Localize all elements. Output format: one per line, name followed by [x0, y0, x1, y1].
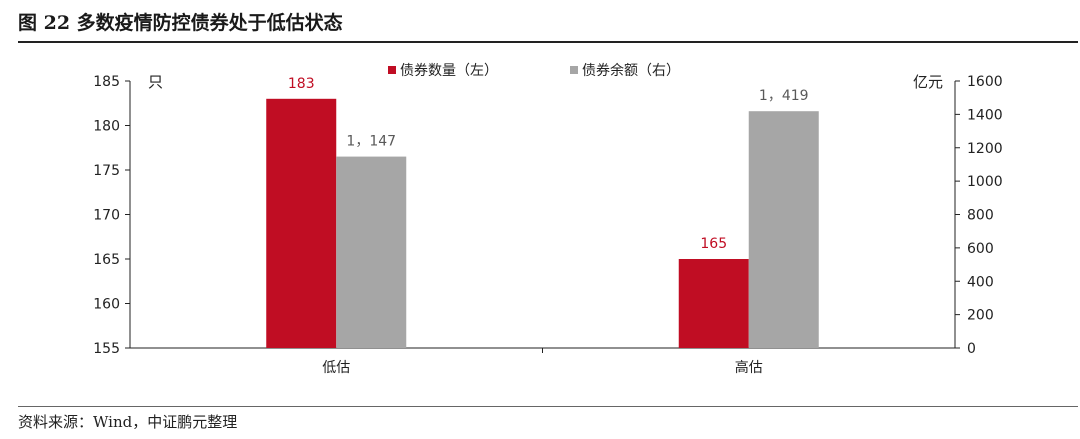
- chart-axes: 155 160 165 170 175 180 185 0 200 400 600 800 1000 12…: [93, 73, 1002, 376]
- y-right-tick-label: 1600: [967, 74, 1003, 90]
- data-label: 183: [288, 76, 315, 92]
- x-tick-label: 高估: [735, 359, 763, 376]
- legend-swatch: [570, 66, 578, 74]
- y-right-tick-label: 1400: [967, 107, 1003, 123]
- y-right-tick-label: 200: [967, 308, 994, 324]
- y-left-tick-label: 165: [93, 252, 120, 268]
- y-right-tick-label: 600: [967, 241, 994, 257]
- y-left-unit: 只: [148, 73, 163, 91]
- y-left-tick-label: 175: [93, 163, 120, 179]
- bar-count: [266, 98, 337, 348]
- chart-bars: [266, 98, 819, 348]
- y-right-tick-label: 0: [967, 341, 976, 357]
- y-left-tick-label: 155: [93, 341, 120, 357]
- bar-balance: [336, 156, 407, 348]
- source-note: 资料来源：Wind，中证鹏元整理: [18, 413, 238, 431]
- chart-data-labels: 183 165 1，147 1，419: [288, 76, 809, 252]
- chart-legend: 债券数量（左） 债券余额（右）: [388, 62, 680, 79]
- title-rule: [18, 41, 1078, 43]
- legend-swatch: [388, 66, 396, 74]
- data-label: 1，147: [346, 134, 396, 150]
- legend-label: 债券数量（左）: [400, 63, 498, 79]
- y-left-tick-label: 160: [93, 297, 120, 313]
- y-right-tick-label: 400: [967, 274, 994, 290]
- y-right-unit: 亿元: [913, 73, 943, 91]
- y-left-tick-label: 180: [93, 119, 120, 135]
- y-left-tick-label: 170: [93, 208, 120, 224]
- data-label: 1，419: [759, 88, 809, 104]
- source-rule: [18, 406, 1078, 407]
- y-right-tick-label: 1000: [967, 174, 1003, 190]
- y-left-tick-label: 185: [93, 74, 120, 90]
- legend-label: 债券余额（右）: [582, 62, 680, 79]
- figure-title: 图 22 多数疫情防控债券处于低估状态: [18, 12, 343, 34]
- bar-chart: 155 160 165 170 175 180 185 0 200 400 600 800 1000 12…: [93, 62, 1002, 376]
- bar-balance: [748, 111, 819, 348]
- y-right-tick-label: 800: [967, 208, 994, 224]
- y-right-tick-label: 1200: [967, 141, 1003, 157]
- x-tick-label: 低估: [322, 360, 350, 376]
- bar-count: [678, 259, 749, 348]
- data-label: 165: [700, 236, 727, 252]
